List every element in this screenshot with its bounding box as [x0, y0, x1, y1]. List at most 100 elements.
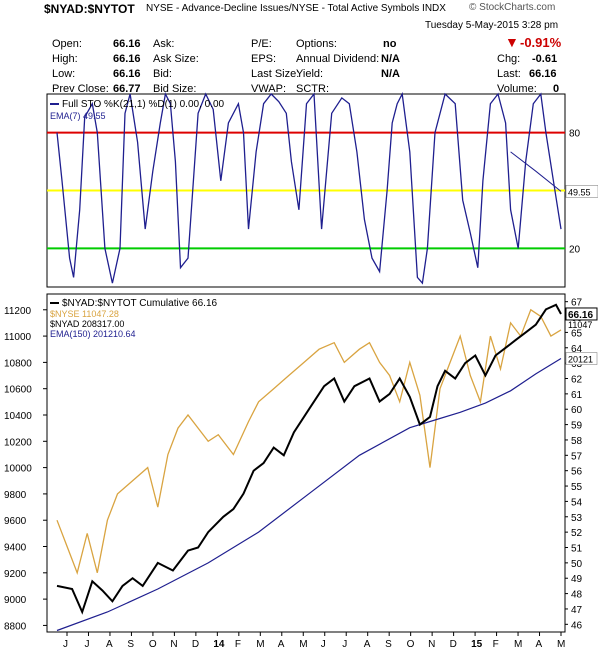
left-axis-label-9800: 9800: [4, 490, 27, 501]
nyse-legend-label: $NYSE 11047.28: [50, 309, 119, 319]
ema150-last-label: 20121: [568, 355, 593, 365]
high-value: 66.16: [113, 53, 141, 65]
options-label: Options:: [296, 38, 337, 50]
right-axis-label-50: 50: [571, 559, 583, 570]
chg-value: -0.61: [532, 53, 558, 65]
open-value: 66.16: [113, 38, 141, 50]
eps-label: EPS:: [251, 53, 277, 65]
sto-tick-label-80: 80: [569, 129, 581, 140]
left-axis-label-9600: 9600: [4, 516, 27, 527]
x-tick-label-4: O: [149, 639, 157, 650]
right-axis-label-67: 67: [571, 298, 583, 309]
right-axis-label-60: 60: [571, 405, 583, 416]
high-label: High:: [52, 53, 78, 65]
nyse-price-line: [56, 308, 562, 575]
last-size-label: Last Size:: [251, 68, 300, 80]
right-axis-label-52: 52: [571, 528, 583, 539]
ask-size-label: Ask Size:: [153, 53, 199, 65]
x-tick-label-19: 15: [471, 639, 483, 650]
ema150-line: [56, 357, 562, 632]
right-axis-label-64: 64: [571, 344, 583, 355]
x-tick-label-5: N: [170, 639, 177, 650]
volume-label: Volume:: [497, 83, 537, 95]
last-label: Last:: [497, 68, 521, 80]
low-label: Low:: [52, 68, 76, 80]
cumulative-ratio-line: [56, 303, 562, 615]
x-tick-label-1: J: [84, 639, 89, 650]
sctr-label: SCTR:: [296, 83, 329, 95]
x-tick-label-8: F: [235, 639, 241, 650]
left-axis-label-10600: 10600: [4, 385, 32, 396]
x-tick-label-16: O: [407, 639, 415, 650]
x-tick-label-14: A: [364, 639, 371, 650]
x-tick-label-12: J: [321, 639, 326, 650]
x-tick-label-22: A: [536, 639, 543, 650]
yield-label: Yield:: [296, 68, 324, 80]
right-axis-label-55: 55: [571, 482, 583, 493]
change-arrow-icon: ▼: [505, 34, 519, 50]
x-tick-label-0: J: [63, 639, 68, 650]
right-axis-label-53: 53: [571, 513, 583, 524]
cum-legend-label: $NYAD:$NYTOT Cumulative 66.16: [62, 298, 218, 309]
open-label: Open:: [52, 38, 82, 50]
quote-date: Tuesday 5-May-2015 3:28 pm: [425, 20, 559, 31]
vwap-label: VWAP:: [251, 83, 287, 95]
left-axis-label-9400: 9400: [4, 543, 27, 554]
left-axis-label-10200: 10200: [4, 437, 32, 448]
yield-value: N/A: [381, 68, 400, 80]
price-panel-frame: [46, 293, 566, 633]
x-tick-label-21: M: [514, 639, 522, 650]
x-tick-label-10: A: [278, 639, 285, 650]
sto-last-value-label: 49.55: [568, 187, 591, 197]
x-tick-label-2: A: [106, 639, 113, 650]
low-value: 66.16: [113, 68, 141, 80]
left-axis-label-11200: 11200: [4, 306, 32, 317]
quote-header: $NYAD:$NYTOT NYSE - Advance-Decline Issu…: [0, 0, 598, 100]
sto-legend-label-2: EMA(7) 49.55: [50, 111, 106, 121]
right-axis-label-56: 56: [571, 467, 583, 478]
symbol-description: NYSE - Advance-Decline Issues/NYSE - Tot…: [146, 3, 446, 14]
last-value: 66.16: [529, 68, 557, 80]
cum-last-box: [565, 307, 598, 321]
sto-tick-label-20: 20: [569, 244, 581, 255]
sto-legend-label-1: Full STO %K(21,1) %D(1) 0.00, 0.00: [62, 99, 225, 110]
left-axis-label-9200: 9200: [4, 569, 27, 580]
chg-label: Chg:: [497, 53, 521, 65]
right-axis-label-58: 58: [571, 436, 583, 447]
left-axis-label-10800: 10800: [4, 358, 32, 369]
right-axis-label-62: 62: [571, 375, 583, 386]
ask-label: Ask:: [153, 38, 175, 50]
ema150-legend-label: EMA(150) 201210.64: [50, 329, 136, 339]
right-axis-label-59: 59: [571, 421, 583, 432]
bid-label: Bid:: [153, 68, 172, 80]
x-tick-label-6: D: [192, 639, 199, 650]
right-axis-label-49: 49: [571, 574, 583, 585]
right-axis-label-61: 61: [571, 390, 583, 401]
prev-close-value: 66.77: [113, 83, 141, 95]
x-tick-label-18: D: [450, 639, 457, 650]
right-axis-label-47: 47: [571, 605, 583, 616]
change-percent: -0.91%: [520, 35, 562, 50]
dividend-value: N/A: [381, 53, 400, 65]
x-tick-label-15: S: [385, 639, 392, 650]
left-axis-label-10000: 10000: [4, 464, 32, 475]
left-axis-label-11000: 11000: [4, 332, 32, 343]
right-axis-label-51: 51: [571, 544, 583, 555]
x-tick-label-17: N: [428, 639, 435, 650]
left-axis-label-8800: 8800: [4, 621, 27, 632]
options-value: no: [383, 38, 397, 50]
nyse-last-label: 11047: [568, 320, 592, 330]
right-axis-label-57: 57: [571, 451, 583, 462]
left-axis-label-9000: 9000: [4, 595, 27, 606]
cum-last-label: 66.16: [568, 310, 593, 321]
dividend-label: Annual Dividend:: [296, 53, 380, 65]
right-axis-label-48: 48: [571, 590, 583, 601]
ema150-last-box: [565, 352, 598, 365]
prev-close-label: Prev Close:: [52, 83, 109, 95]
x-tick-label-11: M: [299, 639, 307, 650]
left-axis-label-10400: 10400: [4, 411, 32, 422]
x-tick-label-23: M: [557, 639, 565, 650]
bid-size-label: Bid Size:: [153, 83, 197, 95]
volume-value: 0: [553, 83, 560, 95]
